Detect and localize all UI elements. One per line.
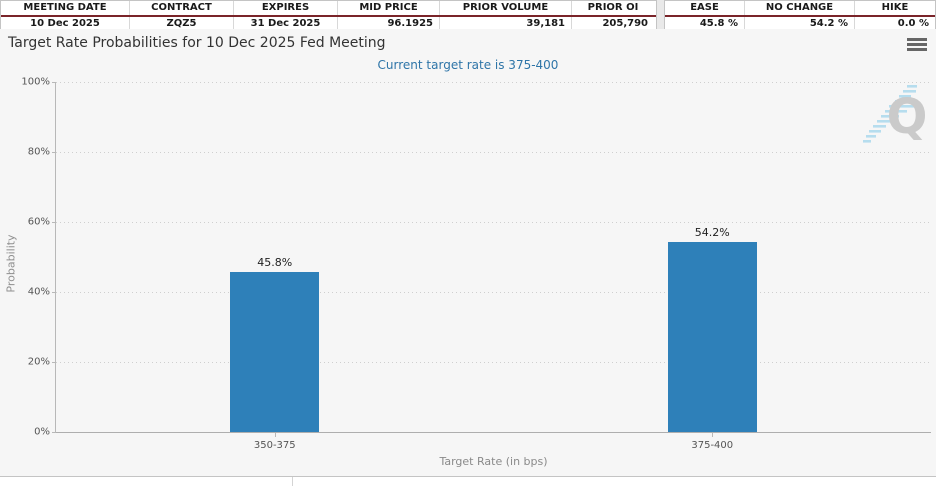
value-prior-oi: 205,790 (602, 18, 648, 29)
rate-move-probability-table: EASE NO CHANGE HIKE 45.8 % 54.2 % 0.0 % (664, 0, 936, 32)
contract-summary-value-row: 10 Dec 2025 ZQZ5 31 Dec 2025 96.1925 39,… (1, 17, 656, 31)
value-hike: 0.0 % (897, 18, 929, 29)
chart-menu-hamburger-icon[interactable] (907, 38, 927, 53)
probability-chart-card: Target Rate Probabilities for 10 Dec 202… (0, 29, 936, 476)
bar-chart-plot-area: Probability Target Rate (in bps) 0% 20% 40… (5, 77, 931, 468)
x-axis-title: Target Rate (in bps) (439, 455, 548, 468)
contract-summary-header-row: MEETING DATE CONTRACT EXPIRES MID PRICE … (1, 1, 656, 17)
value-prior-volume: 39,181 (440, 17, 572, 31)
y-tick-mark (52, 432, 56, 433)
col-header-expires: EXPIRES (234, 1, 338, 15)
col-header-ease: EASE (665, 1, 745, 15)
x-tick-mark (274, 433, 276, 437)
col-header-no-change: NO CHANGE (745, 1, 855, 15)
probability-bar-350-375[interactable] (230, 271, 320, 432)
y-tick-label-60%: 60% (27, 216, 50, 228)
value-mid-price: 96.1925 (338, 17, 440, 31)
gridline-60% (56, 222, 931, 223)
contract-summary-table: MEETING DATE CONTRACT EXPIRES MID PRICE … (0, 0, 657, 32)
chart-title: Target Rate Probabilities for 10 Dec 202… (8, 35, 386, 51)
y-tick-label-0%: 0% (34, 426, 50, 438)
col-header-prior-oi: PRIOR OI (587, 2, 639, 13)
gridline-100% (56, 82, 931, 83)
footer-column-divider (292, 477, 293, 486)
value-meeting-date: 10 Dec 2025 (1, 17, 130, 31)
y-tick-mark (52, 82, 56, 83)
bar-value-label-350-375: 45.8% (257, 255, 293, 269)
gridline-40% (56, 292, 931, 293)
bar-value-label-375-400: 54.2% (694, 226, 730, 240)
gridline-20% (56, 362, 931, 363)
rate-move-value-row: 45.8 % 54.2 % 0.0 % (665, 17, 935, 31)
y-axis-title: Probability (4, 234, 18, 293)
value-contract: ZQZ5 (130, 17, 234, 31)
x-tick-mark (712, 433, 714, 437)
y-tick-label-40%: 40% (27, 286, 50, 298)
hamburger-bar (907, 43, 927, 46)
col-header-contract: CONTRACT (130, 1, 234, 15)
hamburger-bar (907, 38, 927, 41)
hamburger-bar (907, 48, 927, 51)
y-tick-label-80%: 80% (27, 146, 50, 158)
value-no-change: 54.2 % (745, 17, 855, 31)
col-header-meeting-date: MEETING DATE (1, 1, 130, 15)
value-ease: 45.8 % (665, 17, 745, 31)
next-table-top-strip (0, 476, 936, 486)
col-header-mid-price: MID PRICE (338, 1, 440, 15)
x-tick-label-375-400: 375-400 (691, 440, 734, 451)
quikstrike-logo-watermark: Q (863, 85, 928, 145)
x-tick-label-350-375: 350-375 (253, 440, 296, 451)
col-header-prior-volume: PRIOR VOLUME (440, 1, 572, 15)
y-tick-label-100%: 100% (21, 76, 50, 88)
y-tick-mark (52, 222, 56, 223)
y-tick-mark (52, 362, 56, 363)
chart-subtitle: Current target rate is 375-400 (377, 58, 559, 72)
value-expires: 31 Dec 2025 (234, 17, 338, 31)
probability-bar-375-400[interactable] (667, 242, 757, 432)
gridline-80% (56, 152, 931, 153)
col-header-hike: HIKE (881, 2, 909, 13)
watermark-q-letter: Q (887, 89, 928, 145)
rate-move-header-row: EASE NO CHANGE HIKE (665, 1, 935, 17)
y-tick-label-20%: 20% (27, 356, 50, 368)
y-tick-mark (52, 292, 56, 293)
y-tick-mark (52, 152, 56, 153)
